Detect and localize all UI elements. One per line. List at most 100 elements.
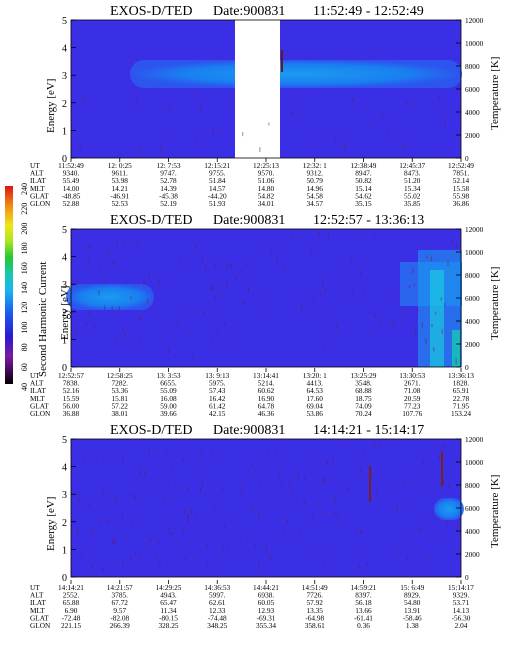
speckle [440,297,442,301]
speckle [199,487,201,493]
speckle [361,529,363,535]
x-tick-label: 12:25:13 [253,161,279,170]
panel-3-texture [77,441,459,572]
speckle [144,469,146,476]
table-cell: -58.46 [403,613,422,622]
colorbar-tick-label: 240 [20,183,29,195]
y-tick-label-right: 12000 [465,16,484,25]
panel-1-temperature-band [130,60,462,88]
speckle [122,560,124,567]
speckle [113,260,115,266]
speckle [194,514,196,520]
speckle [228,231,230,235]
y-tick-label: 0 [62,154,67,165]
row-label: ILAT [30,176,46,185]
speckle [319,502,321,506]
table-cell: 39.66 [160,409,177,418]
speckle [137,240,139,245]
speckle [281,482,283,486]
speckle [326,460,328,467]
speckle [213,491,215,495]
speckle [380,318,382,324]
panel-2-right-activity [400,250,462,367]
speckle [226,265,228,270]
speckle [134,551,136,555]
y-tick-label-right: 12000 [465,435,484,444]
table-cell: 64.53 [307,386,324,395]
panel-2-right-ticks: 0 2000 4000 6000 8000 10000 12000 [456,225,484,372]
table-cell: 9747. [160,169,177,178]
speckle [278,472,280,478]
speckle [365,256,367,261]
speckle [370,311,372,315]
speckle [77,492,79,496]
speckle [283,95,285,98]
speckle [297,472,299,476]
speckle [139,146,141,152]
table-cell: 65.88 [63,598,80,607]
table-cell: 22.78 [453,394,470,403]
x-tick-label: 14:44:21 [253,583,279,592]
speckle [392,320,394,327]
speckle [130,296,132,300]
table-cell: 9755. [209,169,226,178]
panel-1-title-date: Date:900831 [213,4,285,19]
table-cell: -69.31 [257,613,276,622]
table-cell: 71.95 [453,401,470,410]
speckle [103,491,105,496]
table-cell: 34.01 [258,199,275,208]
speckle [297,473,299,479]
table-cell: 53.36 [112,386,129,395]
speckle [455,243,457,249]
speckle [323,478,325,484]
speckle [332,457,334,463]
speckle [118,305,120,311]
y-tick-label-right: 2000 [465,340,480,349]
speckle [396,235,398,239]
table-cell: 54.80 [404,598,421,607]
table-cell: 14.96 [307,184,324,193]
speckle [421,322,423,329]
x-tick-label: 13:20: 1 [303,371,327,380]
speckle [171,466,173,471]
speckle [196,140,198,146]
table-cell: 5214. [258,379,275,388]
speckle [282,527,284,531]
speckle [211,285,213,291]
table-cell: 15.81 [112,394,129,403]
speckle [91,534,93,539]
speckle [115,336,117,341]
table-cell: 57.92 [307,598,324,607]
x-tick-label: 12:58:25 [107,371,133,380]
table-cell: 68.88 [355,386,372,395]
speckle [81,553,83,558]
table-cell: 51.93 [209,199,226,208]
speckle [177,317,179,324]
table-cell: 4943. [160,591,177,600]
panel-3-title-date: Date:900831 [213,423,285,438]
speckle [77,280,79,285]
table-cell: 56.18 [355,598,372,607]
speckle [334,318,336,323]
speckle [207,560,209,565]
speckle [177,541,179,545]
speckle [148,448,150,455]
table-cell: 0.36 [357,621,370,630]
panel-3-ylabel-left: Energy [eV] [45,497,57,551]
speckle [318,231,320,238]
panel-1-data-gap [235,20,280,158]
table-cell: 17.60 [307,394,324,403]
speckle [93,324,95,329]
speckle [223,323,225,327]
speckle [88,261,90,265]
y-tick-label-right: 8000 [465,481,480,490]
speckle [96,499,98,502]
speckle [403,143,405,149]
table-cell: 5975. [209,379,226,388]
panel-1-ylabel-right: Temperature [K] [489,57,501,130]
table-cell: 2552. [63,591,80,600]
table-cell: 15.58 [453,184,470,193]
panel-2-ylabel-left: Energy [eV] [59,286,71,340]
table-cell: 13.91 [404,606,421,615]
